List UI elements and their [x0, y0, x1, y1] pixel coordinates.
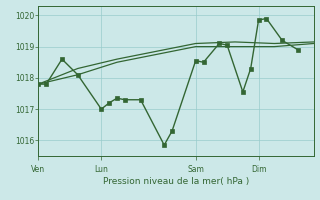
X-axis label: Pression niveau de la mer( hPa ): Pression niveau de la mer( hPa )	[103, 177, 249, 186]
